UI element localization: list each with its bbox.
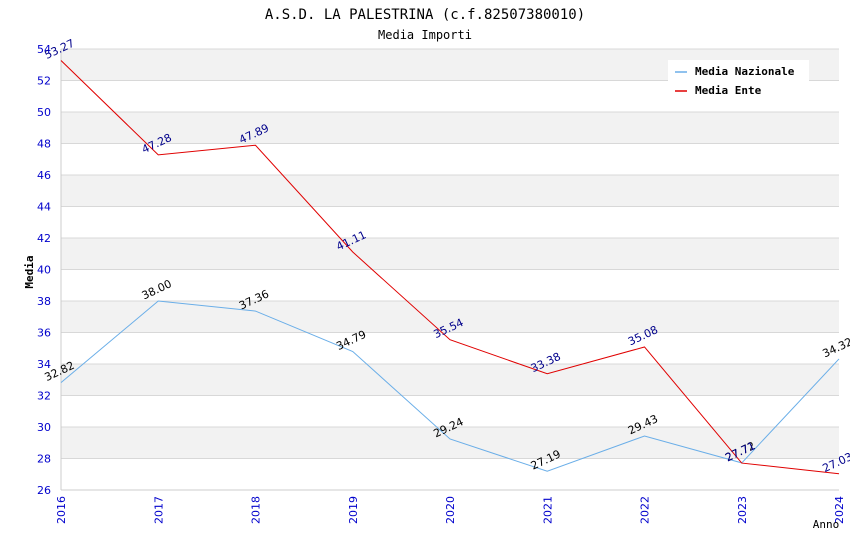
x-tick-label: 2016 [55,496,68,524]
y-axis-label: Media [23,255,36,288]
legend-label-media-nazionale: Media Nazionale [695,65,795,78]
y-tick-label: 32 [37,390,51,403]
plot-band [61,206,839,238]
gridlines [60,48,839,491]
y-tick-label: 28 [37,453,51,466]
legend-box [668,60,809,106]
x-tick-label: 2017 [152,496,165,524]
y-tick-label: 52 [37,75,51,88]
plot-band [61,112,839,144]
y-tick-label: 46 [37,169,51,182]
legend: Media Nazionale Media Ente [668,60,809,106]
y-tick-label: 44 [37,201,51,214]
plot-background [61,49,839,490]
plot-band [61,175,839,207]
y-tick-label: 54 [37,43,51,56]
legend-label-media-ente: Media Ente [695,84,762,97]
x-tick-label: 2023 [736,496,749,524]
x-axis-ticks: 2016 2017 2018 2019 2020 2021 2022 2023 2024 [55,496,846,524]
y-tick-label: 26 [37,484,51,497]
plot-band [61,143,839,175]
plot-band [61,395,839,427]
y-tick-label: 30 [37,421,51,434]
plot-band [61,269,839,301]
y-tick-label: 48 [37,138,51,151]
series-line-media-nazionale [60,300,840,472]
y-tick-label: 42 [37,232,51,245]
series-line-media-ente [60,60,840,475]
y-tick-label: 34 [37,358,51,371]
x-tick-label: 2024 [833,496,846,524]
x-tick-label: 2021 [541,496,554,524]
y-tick-label: 36 [37,327,51,340]
series-lines [60,60,840,475]
x-tick-label: 2022 [639,496,652,524]
x-tick-label: 2019 [347,496,360,524]
x-tick-label: 2020 [444,496,457,524]
y-tick-label: 50 [37,106,51,119]
chart-subtitle: Media Importi [378,28,472,42]
plot-band [61,364,839,396]
chart-title: A.S.D. LA PALESTRINA (c.f.82507380010) [265,7,585,23]
plot-band [61,332,839,364]
plot-band [61,427,839,459]
plot-band [61,238,839,270]
y-tick-label: 38 [37,295,51,308]
x-tick-label: 2018 [250,496,263,524]
plot-band [61,301,839,333]
y-tick-label: 40 [37,264,51,277]
x-axis-label: Anno [813,518,840,531]
plot-band [61,458,839,490]
y-axis-ticks: 26 28 30 32 34 36 38 40 42 44 46 48 50 52 54 [37,43,51,497]
